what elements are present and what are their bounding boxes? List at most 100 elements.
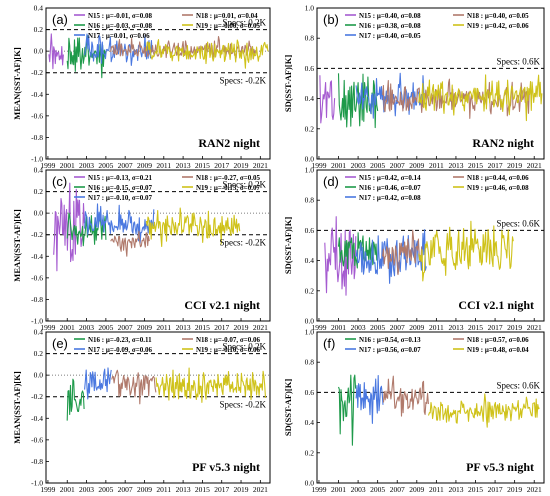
plot-frame: [316, 169, 545, 322]
y-axis-label: MEAN(SST-AF)[K]: [12, 371, 22, 444]
spec-upper-label: Specs: 0.2K: [223, 18, 267, 28]
y-tick-label: 0.6: [305, 64, 315, 73]
y-tick-label: 0.4: [305, 94, 315, 103]
panel-label: (b): [323, 12, 339, 27]
legend-entry: N17 : μ=-0.09, σ=0.06: [88, 346, 152, 354]
x-tick-label: 2019: [234, 323, 249, 332]
y-tick-label: 0.4: [305, 256, 315, 265]
y-tick-label: 0.0: [34, 371, 44, 380]
x-tick-label: 2007: [118, 485, 133, 494]
y-tick-label: 0.0: [34, 209, 44, 218]
legend-entry: N19 : μ=-0.10, σ=0.06: [196, 346, 260, 354]
panel-title: CCI v2.1 night: [458, 298, 534, 312]
x-tick-label: 2011: [156, 161, 171, 170]
y-tick-label: 0.8: [305, 34, 315, 43]
y-tick-label: -1.0: [31, 479, 43, 488]
x-tick-label: 2005: [370, 323, 385, 332]
y-tick-label: 1.0: [305, 166, 315, 175]
x-tick-label: 2007: [118, 161, 133, 170]
legend-entry: N15 : μ=-0.13, σ=0.21: [88, 174, 152, 182]
panel-title: PF v5.3 night: [192, 460, 260, 474]
y-tick-label: -0.8: [31, 295, 43, 304]
y-axis-label: MEAN(SST-AF)[K]: [12, 47, 22, 120]
x-tick-label: 2005: [370, 485, 385, 494]
panel-c: -1.0 -0.8 -0.6 -0.4 -0.2 0.0 0.2 0.4 1999 2001 200…: [12, 166, 271, 332]
y-axis-label: SD(SST-AF)[K]: [283, 55, 293, 112]
x-tick-label: 2019: [507, 323, 522, 332]
plot-frame: [45, 331, 271, 484]
legend-entry: N16 : μ=0.54, σ=0.13: [359, 336, 421, 344]
series-line-n19: [145, 207, 241, 248]
x-tick-label: 1999: [40, 323, 55, 332]
x-tick-label: 2013: [176, 485, 191, 494]
series-line-n18: [110, 35, 257, 60]
x-tick-label: 1999: [40, 161, 55, 170]
y-tick-label: 0.0: [34, 47, 44, 56]
x-tick-label: 2017: [488, 485, 503, 494]
legend-entry: N16 : μ=0.38, σ=0.08: [359, 22, 421, 30]
x-tick-label: 2001: [60, 161, 75, 170]
legend-entry: N16 : μ=0.46, σ=0.07: [359, 184, 421, 192]
panel-a: -1.0 -0.8 -0.6 -0.4 -0.2 0.0 0.2 0.4 1999 2001 200…: [12, 4, 271, 170]
x-tick-label: 2019: [507, 485, 522, 494]
legend-entry: N17 : μ=0.40, σ=0.05: [359, 32, 421, 40]
x-tick-label: 2017: [488, 161, 503, 170]
panel-f: 0.0 0.2 0.4 0.6 0.8 1.0 1999 2001 2003 2005 2007 20…: [283, 328, 545, 494]
x-tick-label: 2005: [98, 161, 113, 170]
x-tick-label: 2019: [234, 485, 249, 494]
panel-title: RAN2 night: [198, 136, 260, 150]
legend-entry: N17 : μ=0.56, σ=0.07: [359, 346, 421, 354]
series-line-n18: [382, 229, 423, 276]
y-tick-label: -1.0: [31, 317, 43, 326]
legend-entry: N18 : μ=-0.27, σ=0.05: [196, 174, 260, 182]
y-tick-label: 0.4: [34, 166, 44, 175]
x-tick-label: 2001: [60, 485, 75, 494]
plot-frame: [316, 331, 545, 484]
x-tick-label: 2011: [429, 161, 444, 170]
y-tick-label: 0.0: [305, 479, 315, 488]
series-group: [66, 367, 267, 421]
legend-entry: N18 : μ=0.40, σ=0.05: [467, 12, 529, 20]
panel-label: (c): [52, 174, 67, 189]
y-tick-label: 0.0: [305, 317, 315, 326]
legend-entry: N16 : μ=-0.15, σ=0.07: [88, 184, 152, 192]
legend-entry: N18 : μ=0.57, σ=0.06: [467, 336, 529, 344]
legend: N16 : μ=0.54, σ=0.13 N17 : μ=0.56, σ=0.07…: [345, 336, 529, 354]
x-tick-label: 1999: [311, 323, 326, 332]
y-tick-label: -0.4: [31, 252, 43, 261]
series-line-n17: [355, 229, 427, 284]
y-axis-label: SD(SST-AF)[K]: [283, 217, 293, 274]
series-line-n17: [355, 375, 384, 424]
x-tick-label: 2005: [98, 323, 113, 332]
x-tick-label: 2017: [214, 485, 229, 494]
x-tick-label: 2015: [468, 485, 483, 494]
plot-frame: [45, 169, 271, 322]
legend-entry: N16 : μ=-0.23, σ=0.11: [88, 336, 152, 344]
legend-entry: N18 : μ=0.01, σ=0.04: [196, 12, 258, 20]
spec-upper-label: Specs: 0.6K: [497, 218, 541, 228]
x-tick-label: 2007: [390, 485, 405, 494]
x-tick-label: 2001: [60, 323, 75, 332]
x-tick-label: 2017: [214, 161, 229, 170]
spec-lower-label: Specs: -0.2K: [220, 238, 267, 248]
x-tick-label: 2009: [137, 161, 152, 170]
y-tick-label: 0.4: [34, 328, 44, 337]
plot-frame: [45, 7, 271, 160]
panel-d: 0.0 0.2 0.4 0.6 0.8 1.0 1999 2001 2003 2005 2007 20…: [283, 166, 545, 332]
spec-upper-label: Specs: 0.2K: [223, 180, 267, 190]
x-tick-label: 2007: [390, 161, 405, 170]
x-tick-label: 2001: [331, 485, 346, 494]
x-tick-label: 2007: [390, 323, 405, 332]
series-line-n16: [337, 374, 357, 446]
panel-title: RAN2 night: [472, 136, 534, 150]
series-line-n19: [155, 367, 267, 403]
y-tick-label: -1.0: [31, 155, 43, 164]
series-line-n18: [111, 369, 157, 405]
legend-entry: N19 : μ=0.48, σ=0.04: [467, 346, 529, 354]
y-tick-label: 0.2: [305, 124, 315, 133]
x-tick-label: 2013: [448, 323, 463, 332]
x-tick-label: 2017: [214, 323, 229, 332]
legend-entry: N19 : μ=-0.13, σ=0.07: [196, 184, 260, 192]
plot-frame: [316, 7, 545, 160]
x-tick-label: 2003: [351, 323, 366, 332]
